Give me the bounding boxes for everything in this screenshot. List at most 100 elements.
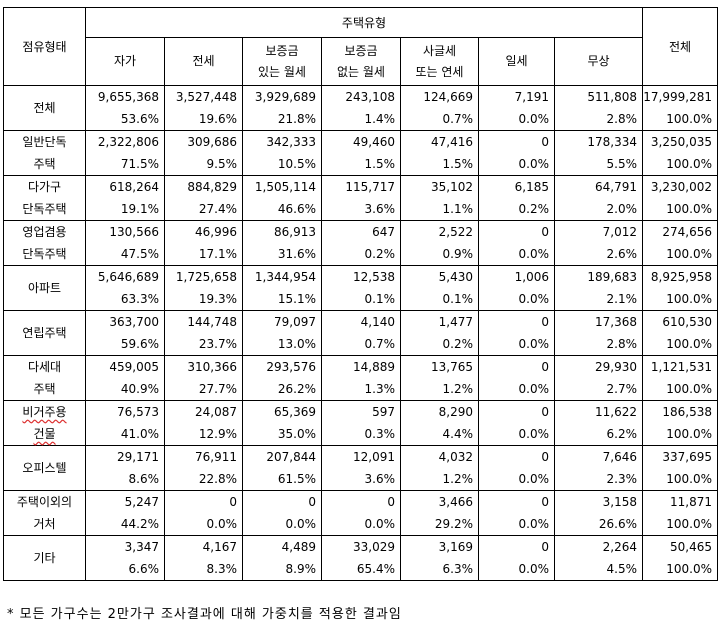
percent-value: 0.2% bbox=[364, 247, 396, 261]
table-cell: 115,717 3.6% bbox=[321, 175, 401, 221]
table-cell: 86,913 31.6% bbox=[242, 220, 322, 266]
count-value: 46,996 bbox=[195, 225, 237, 239]
percent-value: 19.1% bbox=[120, 202, 159, 216]
percent-value: 47.5% bbox=[120, 247, 159, 261]
table-cell: 13,765 1.2% bbox=[400, 355, 479, 401]
percent-value: 0.2% bbox=[442, 337, 474, 351]
percent-value: 0.7% bbox=[364, 337, 396, 351]
table-cell: 11,622 6.2% bbox=[554, 400, 643, 446]
row-header-line: 오피스텔 bbox=[22, 461, 67, 475]
table-cell: 0 0.0% bbox=[478, 310, 555, 356]
table-cell: 1,006 0.0% bbox=[478, 265, 555, 311]
housing-tenure-table: 점유형태 주택유형 전체 자가 전세 보증금 있는 월세 보증금 없는 월세 사글세 또는 연… bbox=[3, 7, 718, 581]
percent-value: 1.5% bbox=[364, 157, 396, 171]
count-value: 8,290 bbox=[438, 405, 473, 419]
count-value: 3,230,002 bbox=[650, 180, 712, 194]
table-cell: 8,290 4.4% bbox=[400, 400, 479, 446]
count-value: 0 bbox=[387, 495, 395, 509]
count-value: 1,505,114 bbox=[254, 180, 316, 194]
table-cell: 178,334 5.5% bbox=[554, 130, 643, 176]
table-cell: 309,686 9.5% bbox=[164, 130, 243, 176]
row-header: 전체 bbox=[3, 85, 86, 131]
row-header-line: 비거주용 bbox=[22, 405, 67, 419]
row-header-line: 일반단독 bbox=[22, 135, 67, 149]
corner-header: 점유형태 bbox=[3, 7, 86, 86]
count-value: 243,108 bbox=[345, 90, 395, 104]
table-cell: 2,264 4.5% bbox=[554, 535, 643, 581]
percent-value: 8.3% bbox=[206, 562, 238, 576]
table-cell: 3,169 6.3% bbox=[400, 535, 479, 581]
table-cell: 4,032 1.2% bbox=[400, 445, 479, 491]
count-value: 17,368 bbox=[595, 315, 637, 329]
count-value: 24,087 bbox=[195, 405, 237, 419]
percent-value: 0.0% bbox=[285, 517, 317, 531]
table-row: 오피스텔 29,171 8.6% 76,911 22.8% 207,844 61.5% 12,… bbox=[3, 445, 718, 491]
table-cell: 0 0.0% bbox=[242, 490, 322, 536]
column-header-line: 전세 bbox=[192, 54, 215, 68]
count-value: 2,522 bbox=[438, 225, 473, 239]
count-value: 0 bbox=[541, 450, 549, 464]
count-value: 1,725,658 bbox=[175, 270, 237, 284]
table-cell: 459,005 40.9% bbox=[85, 355, 165, 401]
percent-value: 100.0% bbox=[666, 202, 712, 216]
column-header-line: 없는 월세 bbox=[337, 64, 385, 79]
column-header-line: 보증금 bbox=[344, 43, 378, 58]
count-value: 0 bbox=[541, 225, 549, 239]
table-cell: 274,656 100.0% bbox=[642, 220, 718, 266]
percent-value: 0.0% bbox=[518, 247, 550, 261]
count-value: 7,012 bbox=[602, 225, 637, 239]
table-cell: 35,102 1.1% bbox=[400, 175, 479, 221]
column-header-line: 있는 월세 bbox=[258, 64, 306, 79]
percent-value: 0.0% bbox=[518, 157, 550, 171]
count-value: 1,477 bbox=[438, 315, 473, 329]
row-header-line: 단독주택 bbox=[22, 247, 67, 261]
percent-value: 0.0% bbox=[518, 337, 550, 351]
count-value: 64,791 bbox=[595, 180, 637, 194]
percent-value: 0.0% bbox=[518, 112, 550, 126]
row-header-line: 영업겸용 bbox=[22, 225, 67, 239]
table-cell: 0 0.0% bbox=[478, 130, 555, 176]
table-cell: 64,791 2.0% bbox=[554, 175, 643, 221]
count-value: 309,686 bbox=[187, 135, 237, 149]
percent-value: 23.7% bbox=[198, 337, 237, 351]
percent-value: 2.7% bbox=[606, 382, 638, 396]
table-cell: 342,333 10.5% bbox=[242, 130, 322, 176]
table-cell: 8,925,958 100.0% bbox=[642, 265, 718, 311]
count-value: 29,171 bbox=[117, 450, 159, 464]
percent-value: 1.1% bbox=[442, 202, 474, 216]
table-cell: 3,230,002 100.0% bbox=[642, 175, 718, 221]
column-header: 사글세 또는 연세 bbox=[400, 37, 479, 86]
count-value: 5,247 bbox=[124, 495, 159, 509]
count-value: 207,844 bbox=[266, 450, 316, 464]
percent-value: 100.0% bbox=[666, 157, 712, 171]
column-header: 전세 bbox=[164, 37, 243, 86]
percent-value: 26.2% bbox=[277, 382, 316, 396]
percent-value: 5.5% bbox=[606, 157, 638, 171]
percent-value: 53.6% bbox=[120, 112, 159, 126]
table-row: 다가구 단독주택 618,264 19.1% 884,829 27.4% 1,505,114… bbox=[3, 175, 718, 221]
table-cell: 0 0.0% bbox=[478, 490, 555, 536]
percent-value: 1.3% bbox=[364, 382, 396, 396]
table-cell: 14,889 1.3% bbox=[321, 355, 401, 401]
percent-value: 12.9% bbox=[198, 427, 237, 441]
table-cell: 29,171 8.6% bbox=[85, 445, 165, 491]
count-value: 33,029 bbox=[353, 540, 395, 554]
row-header-line: 주택이외의 bbox=[16, 495, 73, 509]
count-value: 1,344,954 bbox=[254, 270, 316, 284]
percent-value: 4.4% bbox=[442, 427, 474, 441]
percent-value: 27.7% bbox=[198, 382, 237, 396]
column-header: 일세 bbox=[478, 37, 555, 86]
row-header-line: 건물 bbox=[33, 427, 56, 441]
percent-value: 59.6% bbox=[120, 337, 159, 351]
table-cell: 7,012 2.6% bbox=[554, 220, 643, 266]
table-cell: 76,573 41.0% bbox=[85, 400, 165, 446]
percent-value: 44.2% bbox=[120, 517, 159, 531]
percent-value: 2.8% bbox=[606, 112, 638, 126]
count-value: 86,913 bbox=[274, 225, 316, 239]
percent-value: 15.1% bbox=[277, 292, 316, 306]
table-cell: 65,369 35.0% bbox=[242, 400, 322, 446]
count-value: 3,466 bbox=[438, 495, 473, 509]
percent-value: 100.0% bbox=[666, 562, 712, 576]
count-value: 178,334 bbox=[587, 135, 637, 149]
